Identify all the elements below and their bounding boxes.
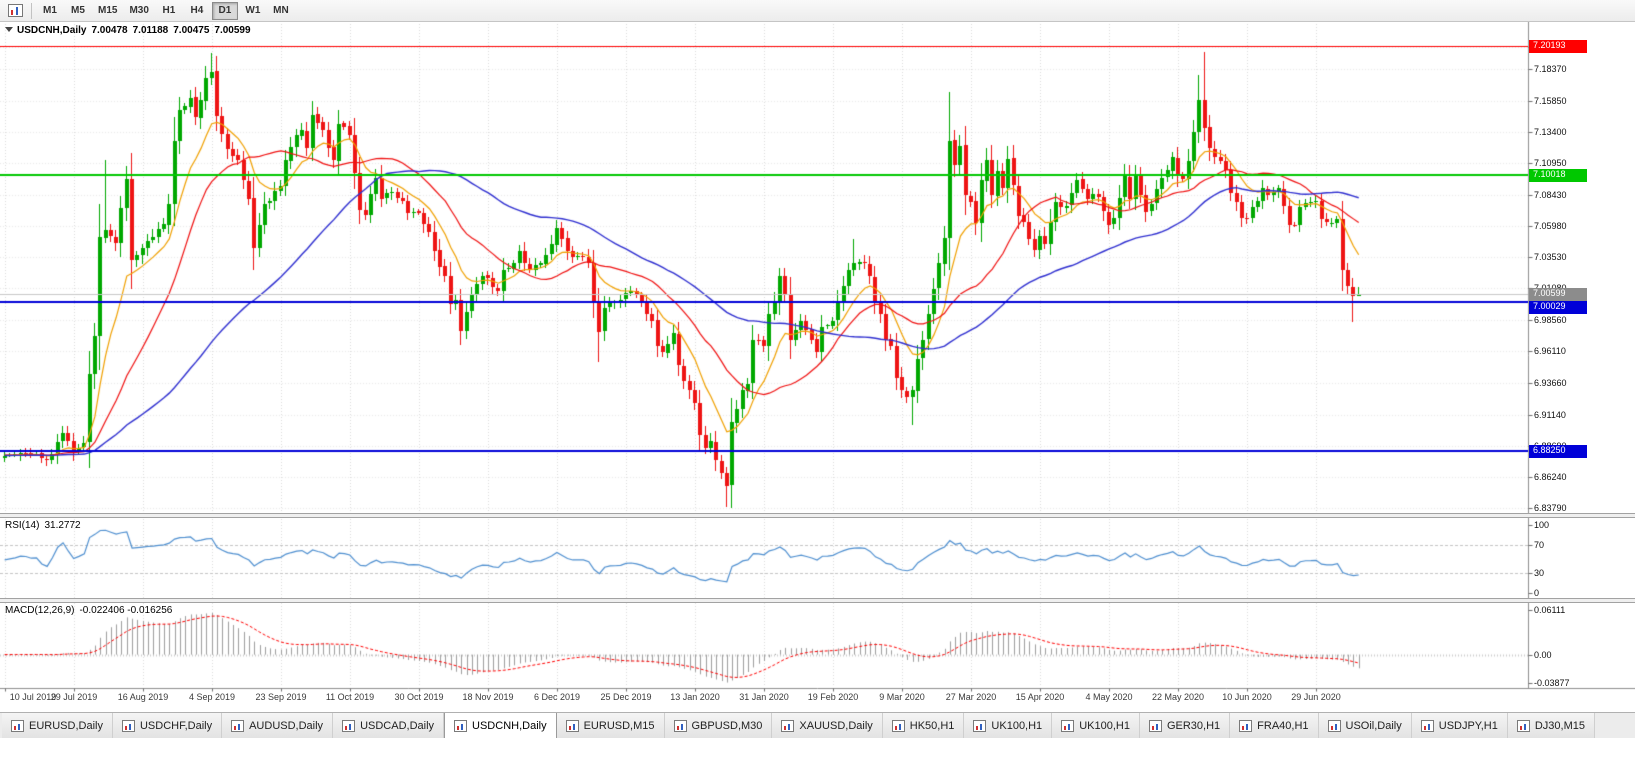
chart-tab-icon <box>342 719 356 732</box>
periods-toolbar: M1 M5 M15 M30 H1 H4 D1 W1 MN <box>0 0 1635 22</box>
chart-tab-label: USDCNH,Daily <box>472 719 547 732</box>
chart-tab[interactable]: GBPUSD,M30 <box>664 713 773 738</box>
chart-tab[interactable]: UK100,H1 <box>1052 713 1140 738</box>
chart-tab-label: EURUSD,M15 <box>583 719 655 732</box>
chart-tab-icon <box>454 719 468 732</box>
window-bottom <box>0 738 1635 766</box>
chart-tab[interactable]: USDJPY,H1 <box>1411 713 1508 738</box>
timeframe-m1[interactable]: M1 <box>37 2 63 20</box>
chart-tab[interactable]: USDCAD,Daily <box>333 713 445 738</box>
chart-tab[interactable]: USDCHF,Daily <box>112 713 223 738</box>
chart-tab[interactable]: AUDUSD,Daily <box>222 713 334 738</box>
chart-tab-icon <box>11 719 24 732</box>
chart-tab[interactable]: UK100,H1 <box>964 713 1053 738</box>
chart-tab[interactable]: USOil,Daily <box>1318 713 1412 738</box>
chart-tab[interactable]: FRA40,H1 <box>1230 713 1319 738</box>
chart-tab-icon <box>1148 719 1162 732</box>
price-chart-canvas[interactable] <box>0 22 1635 712</box>
chart-tab-icon <box>1239 719 1253 732</box>
chart-icon[interactable] <box>3 2 27 20</box>
chart-tab-icon <box>1061 719 1075 732</box>
chart-tab-icon <box>1420 719 1434 732</box>
chart-tab-icon <box>973 719 987 732</box>
chart-tab-label: USDJPY,H1 <box>1438 719 1498 732</box>
timeframe-m30[interactable]: M30 <box>124 2 153 20</box>
chart-tab-icon <box>891 719 905 732</box>
chart-tab-icon <box>565 719 579 732</box>
chart-tab[interactable]: GER30,H1 <box>1139 713 1231 738</box>
chart-tab[interactable]: EURUSD,Daily <box>2 713 113 738</box>
chart-tab[interactable]: HK50,H1 <box>882 713 965 738</box>
chart-tab[interactable]: XAUUSD,Daily <box>772 713 883 738</box>
chart-tab-label: UK100,H1 <box>991 719 1043 732</box>
chart-tab-label: EURUSD,Daily <box>29 719 103 732</box>
timeframe-d1[interactable]: D1 <box>211 1 238 20</box>
chart-tab-label: DJ30,M15 <box>1534 719 1585 732</box>
chart-area: USDCNH,Daily 7.00478 7.01188 7.00475 7.00599… <box>0 22 1635 712</box>
timeframe-h4[interactable]: H4 <box>184 2 210 20</box>
chart-tab-label: USDCHF,Daily <box>139 719 213 732</box>
chart-tab-label: GER30,H1 <box>1166 719 1221 732</box>
macd-resize-handle[interactable] <box>0 598 1635 603</box>
chart-tab[interactable]: DJ30,M15 <box>1507 713 1595 738</box>
chart-tab-label: USOil,Daily <box>1345 719 1402 732</box>
chart-tab-label: FRA40,H1 <box>1257 719 1309 732</box>
chart-tab-label: HK50,H1 <box>909 719 955 732</box>
mini-chart-icon <box>7 4 23 17</box>
chart-tab-icon <box>1327 719 1341 732</box>
chart-tab-label: XAUUSD,Daily <box>799 719 873 732</box>
chart-tab-label: GBPUSD,M30 <box>691 719 763 732</box>
chart-tab-icon <box>781 719 795 732</box>
timeframe-mn[interactable]: MN <box>268 2 294 20</box>
chart-tab-label: UK100,H1 <box>1079 719 1130 732</box>
chart-tab-icon <box>1516 719 1530 732</box>
chart-tab-icon <box>121 719 135 732</box>
timeframe-h1[interactable]: H1 <box>156 2 182 20</box>
timeframe-m15[interactable]: M15 <box>93 2 122 20</box>
timeframe-m5[interactable]: M5 <box>65 2 91 20</box>
chart-tab-label: AUDUSD,Daily <box>249 719 324 732</box>
chart-tab-icon <box>673 719 687 732</box>
rsi-resize-handle[interactable] <box>0 513 1635 518</box>
chart-tab[interactable]: USDCNH,Daily <box>444 713 557 738</box>
toolbar-separator <box>31 2 32 19</box>
chart-tab[interactable]: EURUSD,M15 <box>556 713 665 738</box>
chart-tab-icon <box>231 719 245 732</box>
timeframe-w1[interactable]: W1 <box>240 2 266 20</box>
chart-tab-label: USDCAD,Daily <box>360 719 435 732</box>
chart-tabs-bar: EURUSD,Daily USDCHF,Daily AUDUSD,Daily USDC… <box>0 712 1635 738</box>
timeframe-buttons: M1 M5 M15 M30 H1 H4 D1 W1 MN <box>36 1 295 20</box>
